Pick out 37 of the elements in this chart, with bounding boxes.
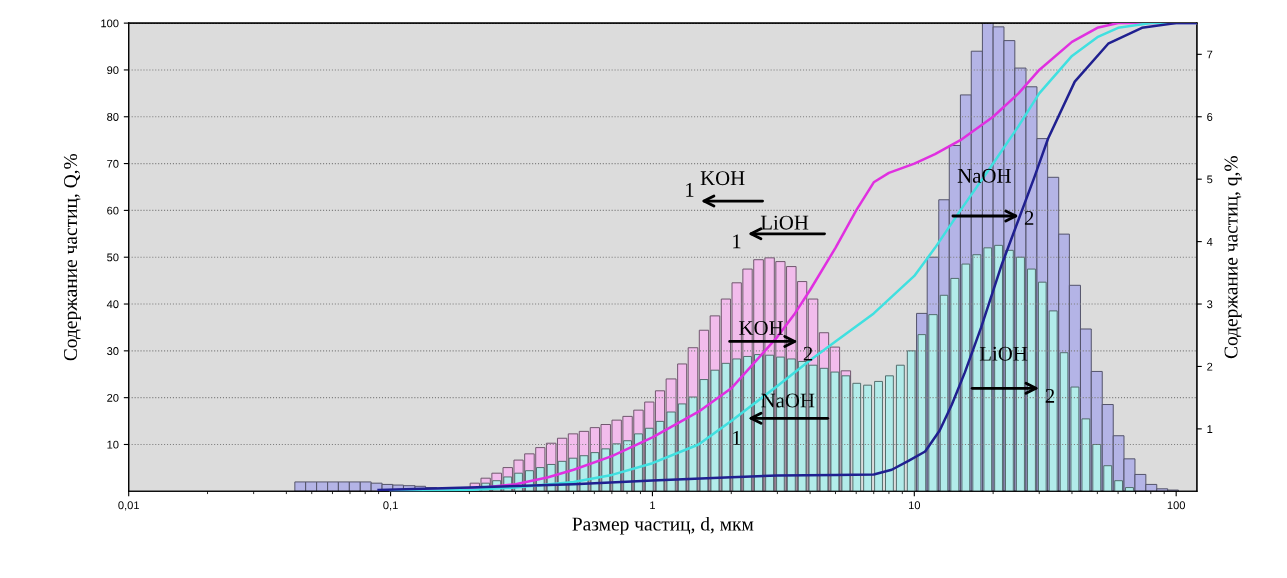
x-tick-label: 10: [908, 501, 921, 510]
y-tick-label: 50: [107, 253, 119, 262]
y-tick-label: 20: [107, 393, 119, 402]
y-tick-label: 10: [107, 440, 119, 449]
y-axis-title: Содержание частиц, Q,%: [63, 153, 81, 361]
annotation: 2: [1045, 388, 1055, 403]
x-tick-label: 0,01: [118, 501, 139, 511]
y-tick-label: 30: [107, 347, 119, 355]
annotation: NaOH: [957, 168, 1011, 183]
x-tick-label: 1: [650, 501, 655, 510]
y-tick-label: 80: [107, 113, 119, 121]
y-tick-label: 100: [101, 19, 119, 28]
y2-axis-title: Содержание частиц, q,%: [1224, 156, 1242, 359]
annotation: 1: [733, 431, 741, 445]
y-tick-label: 60: [107, 206, 119, 215]
y2-tick-label: 7: [1207, 50, 1213, 59]
annotation: 1: [686, 182, 694, 197]
y-tick-label: 70: [107, 159, 119, 168]
y2-tick-label: 3: [1207, 300, 1213, 309]
y-tick-label: 40: [106, 300, 119, 309]
annotation: KOH: [700, 171, 745, 186]
x-axis-title: Размер частиц, d, мкм: [572, 516, 754, 535]
y2-tick-label: 5: [1207, 175, 1213, 184]
annotation: NaOH: [761, 393, 815, 408]
annotation: KOH: [739, 320, 784, 335]
annotation: 2: [1024, 210, 1034, 225]
y-tick-label: 90: [107, 66, 119, 75]
annotation: LiOH: [979, 346, 1028, 361]
y2-tick-label: 6: [1207, 113, 1213, 121]
y2-tick-label: 4: [1206, 237, 1213, 246]
x-tick-label: 100: [1167, 501, 1186, 510]
annotation: LiOH: [760, 215, 809, 230]
x-tick-label: 0,1: [383, 501, 398, 511]
y2-tick-label: 1: [1207, 425, 1213, 433]
annotation: 2: [803, 346, 813, 361]
annotation: 1: [733, 234, 741, 249]
y2-tick-label: 2: [1207, 362, 1213, 371]
